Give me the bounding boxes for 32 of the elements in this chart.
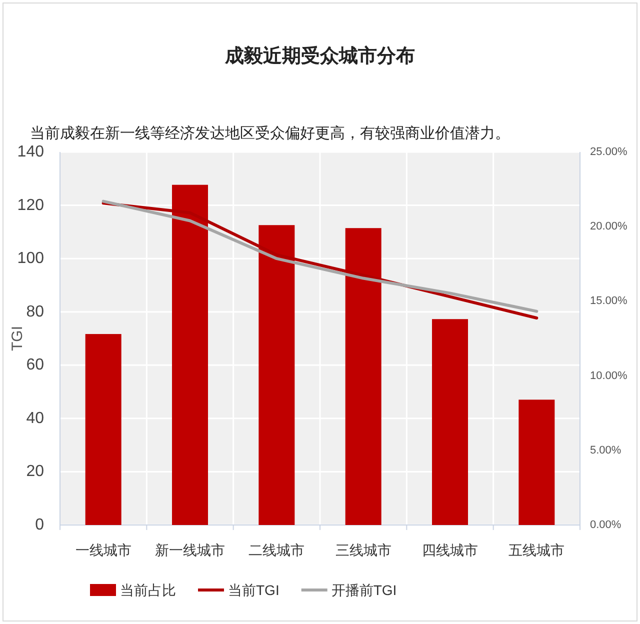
chart-title: 成毅近期受众城市分布 [224,45,415,67]
y-tick-label: 0 [35,516,44,534]
y2-tick-label: 20.00% [590,220,628,233]
y2-tick-label: 10.00% [590,370,628,382]
y-axis-title: TGI [9,326,26,351]
y-tick-label: 40 [26,410,44,427]
y-tick-label: 60 [26,356,44,374]
bar [258,225,295,525]
x-tick-label: 新一线城市 [155,542,225,558]
y-tick-label: 80 [26,303,44,320]
legend-label: 当前TGI [228,582,280,598]
y2-tick-label: 0.00% [590,519,622,531]
legend-label: 开播前TGI [331,582,397,598]
x-tick-label: 五线城市 [508,542,565,558]
y2-tick-label: 5.00% [590,444,622,456]
y-tick-label: 120 [17,196,44,214]
y-tick-label: 140 [17,144,44,160]
legend-label: 当前占比 [120,582,176,598]
y-tick-label: 20 [26,463,44,480]
x-tick-label: 三线城市 [335,542,392,558]
y2-tick-label: 25.00% [590,146,628,158]
chart-subtitle: 当前成毅在新一线等经济发达地区受众偏好更高，有较强商业价值潜力。 [30,125,510,142]
y-tick-label: 100 [17,250,44,268]
bar [432,319,468,525]
x-tick-label: 四线城市 [422,542,478,558]
y2-tick-label: 15.00% [590,295,628,308]
bar [172,184,208,525]
bar [85,334,122,525]
bar [518,400,555,525]
bar [345,228,382,525]
x-tick-label: 二线城市 [248,542,305,558]
x-tick-label: 一线城市 [75,542,132,558]
